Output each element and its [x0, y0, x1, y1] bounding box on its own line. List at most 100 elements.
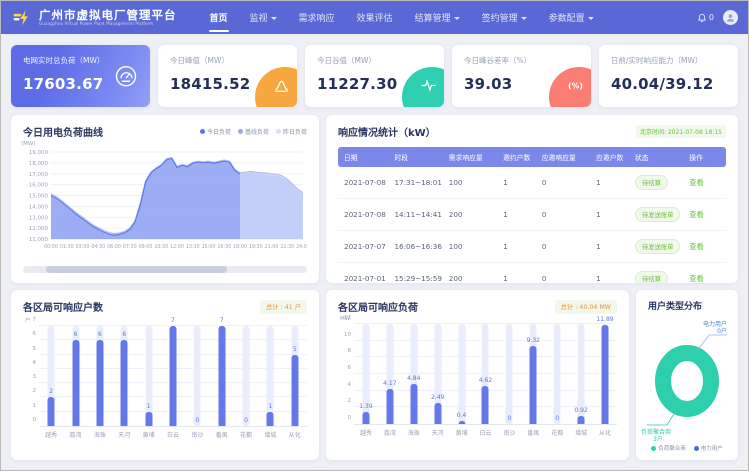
status-badge: 待发送账单 — [635, 207, 680, 222]
svg-text:(%): (%) — [568, 81, 583, 90]
district-load-unit: MW — [326, 314, 629, 322]
svg-text:14,000: 14,000 — [29, 204, 49, 210]
donut-legend-item-1[interactable]: 电力用户 — [694, 444, 723, 452]
bar-番禺: 7 — [210, 326, 234, 426]
legend-dot-icon — [651, 446, 656, 451]
bar-花都: 0 — [234, 326, 258, 426]
bar-荔湾: 4.17 — [378, 324, 402, 424]
load-curve-unit: (MW) — [11, 139, 319, 147]
district-load-card: 各区局可响应负荷 总计 : 40.04 MW MW 0246810121.394… — [326, 290, 629, 460]
chevron-down-icon — [588, 17, 594, 20]
load-curve-chart: 11,00012,00013,00014,00015,00016,00017,0… — [11, 147, 319, 265]
app-header: 广州市虚拟电厂管理平台 Guangzhou Virtual Power Plan… — [1, 1, 748, 34]
nav-item-4[interactable]: 结算管理 — [404, 1, 471, 34]
svg-text:17,000: 17,000 — [29, 172, 49, 178]
svg-text:电力用户: 电力用户 — [703, 320, 727, 328]
svg-text:12:00: 12:00 — [170, 244, 184, 250]
load-curve-title: 今日用电负荷曲线 — [23, 124, 103, 139]
district-load-total-badge: 总计 : 40.04 MW — [555, 300, 617, 314]
legend-dot-icon — [238, 129, 243, 134]
svg-text:负荷聚合商: 负荷聚合商 — [641, 428, 671, 436]
bar-从化: 11.89 — [593, 324, 617, 424]
main-nav: 首页监视需求响应效果评估结算管理签约管理参数配置 — [199, 1, 605, 34]
svg-text:13,000: 13,000 — [29, 215, 49, 221]
legend-dot-icon — [694, 446, 699, 451]
nav-item-2[interactable]: 需求响应 — [288, 1, 346, 34]
load-curve-legend: 今日负荷基线负荷昨日负荷 — [200, 127, 307, 136]
bar-海珠: 4.84 — [402, 324, 426, 424]
bar-白云: 7 — [161, 326, 185, 426]
svg-text:01:30: 01:30 — [60, 244, 74, 250]
notification-bell[interactable]: 0 — [697, 13, 714, 23]
district-users-title: 各区局可响应户数 — [23, 299, 103, 314]
bar-南沙: 0 — [497, 324, 521, 424]
col-header-6: 状态 — [629, 147, 683, 167]
bar-花都: 0 — [545, 324, 569, 424]
view-link[interactable]: 查看 — [689, 178, 703, 187]
col-header-4: 应邀响应量 — [536, 147, 590, 167]
percent-icon: (%) — [567, 77, 584, 98]
col-header-5: 应邀户数 — [590, 147, 629, 167]
svg-text:12,000: 12,000 — [29, 226, 49, 232]
status-badge: 待结算 — [635, 271, 668, 283]
view-link[interactable]: 查看 — [689, 242, 703, 251]
pulse-icon — [420, 77, 437, 98]
bar-白云: 4.62 — [474, 324, 498, 424]
district-users-card: 各区局可响应户数 总计 : 41 户 户 0123456726661707015… — [11, 290, 319, 460]
response-stats-title: 响应情况统计（kW） — [338, 124, 436, 139]
response-table: 日期时段需求响应量邀约户数应邀响应量应邀户数状态操作 2021-07-0817:… — [338, 147, 726, 283]
svg-text:19,000: 19,000 — [29, 150, 49, 156]
bar-越秀: 2 — [39, 326, 63, 426]
nav-item-6[interactable]: 参数配置 — [538, 1, 605, 34]
svg-text:3户: 3户 — [653, 435, 663, 441]
table-row: 2021-07-0817:31~18:01100101待结算查看 — [338, 167, 726, 199]
district-users-chart: 0123456726661707015越秀荔湾海珠天河黄埔白云南沙番禺花都增城从… — [11, 324, 319, 439]
status-badge: 待结算 — [635, 175, 668, 190]
svg-text:06:00: 06:00 — [107, 244, 121, 250]
svg-text:18:00: 18:00 — [233, 244, 247, 250]
peak-curve-icon — [273, 77, 290, 98]
nav-item-5[interactable]: 签约管理 — [471, 1, 538, 34]
nav-item-1[interactable]: 监视 — [239, 1, 288, 34]
legend-item-1[interactable]: 基线负荷 — [238, 127, 269, 136]
svg-text:21:00: 21:00 — [265, 244, 279, 250]
svg-text:19:30: 19:30 — [249, 244, 263, 250]
bar-黄埔: 0.4 — [450, 324, 474, 424]
chevron-down-icon — [521, 17, 527, 20]
svg-text:24:00: 24:00 — [296, 244, 307, 250]
bar-天河: 6 — [112, 326, 136, 426]
legend-dot-icon — [276, 129, 281, 134]
notification-count: 0 — [709, 13, 714, 22]
table-row: 2021-07-0814:11~14:41200101待发送账单查看 — [338, 199, 726, 231]
kpi-card-realtime-load: 电网实时总负荷（MW） 17603.67 — [11, 45, 150, 107]
legend-item-2[interactable]: 昨日负荷 — [276, 127, 307, 136]
view-link[interactable]: 查看 — [689, 210, 703, 219]
user-avatar[interactable] — [723, 10, 738, 25]
col-header-7: 操作 — [683, 147, 726, 167]
view-link[interactable]: 查看 — [689, 274, 703, 283]
svg-text:07:30: 07:30 — [123, 244, 137, 250]
gauge-icon — [114, 64, 138, 92]
response-stats-card: 响应情况统计（kW） 北京时间: 2021-07-08 18:15 日期时段需求… — [326, 115, 738, 283]
kpi-card-peak: 今日峰值（MW） 18415.52 — [158, 45, 297, 107]
chevron-down-icon — [271, 17, 277, 20]
kpi-card-valley: 今日谷值（MW） 11227.30 — [305, 45, 444, 107]
nav-item-0[interactable]: 首页 — [199, 1, 239, 34]
bar-南沙: 0 — [185, 326, 209, 426]
bar-增城: 0.92 — [569, 324, 593, 424]
data-zoom-handle[interactable] — [46, 266, 228, 273]
bar-从化: 5 — [283, 326, 307, 426]
table-row: 2021-07-0115:29~15:59200101待结算查看 — [338, 263, 726, 284]
chevron-down-icon — [454, 17, 460, 20]
data-zoom-slider — [23, 266, 307, 273]
legend-item-0[interactable]: 今日负荷 — [200, 127, 231, 136]
bar-海珠: 6 — [88, 326, 112, 426]
svg-text:04:30: 04:30 — [91, 244, 105, 250]
bar-增城: 1 — [258, 326, 282, 426]
donut-legend-item-0[interactable]: 负荷聚合商 — [651, 444, 686, 452]
nav-item-3[interactable]: 效果评估 — [346, 1, 404, 34]
app-title: 广州市虚拟电厂管理平台 — [39, 9, 177, 21]
district-users-total-badge: 总计 : 41 户 — [260, 300, 307, 314]
district-load-title: 各区局可响应负荷 — [338, 299, 418, 314]
bar-天河: 2.49 — [426, 324, 450, 424]
